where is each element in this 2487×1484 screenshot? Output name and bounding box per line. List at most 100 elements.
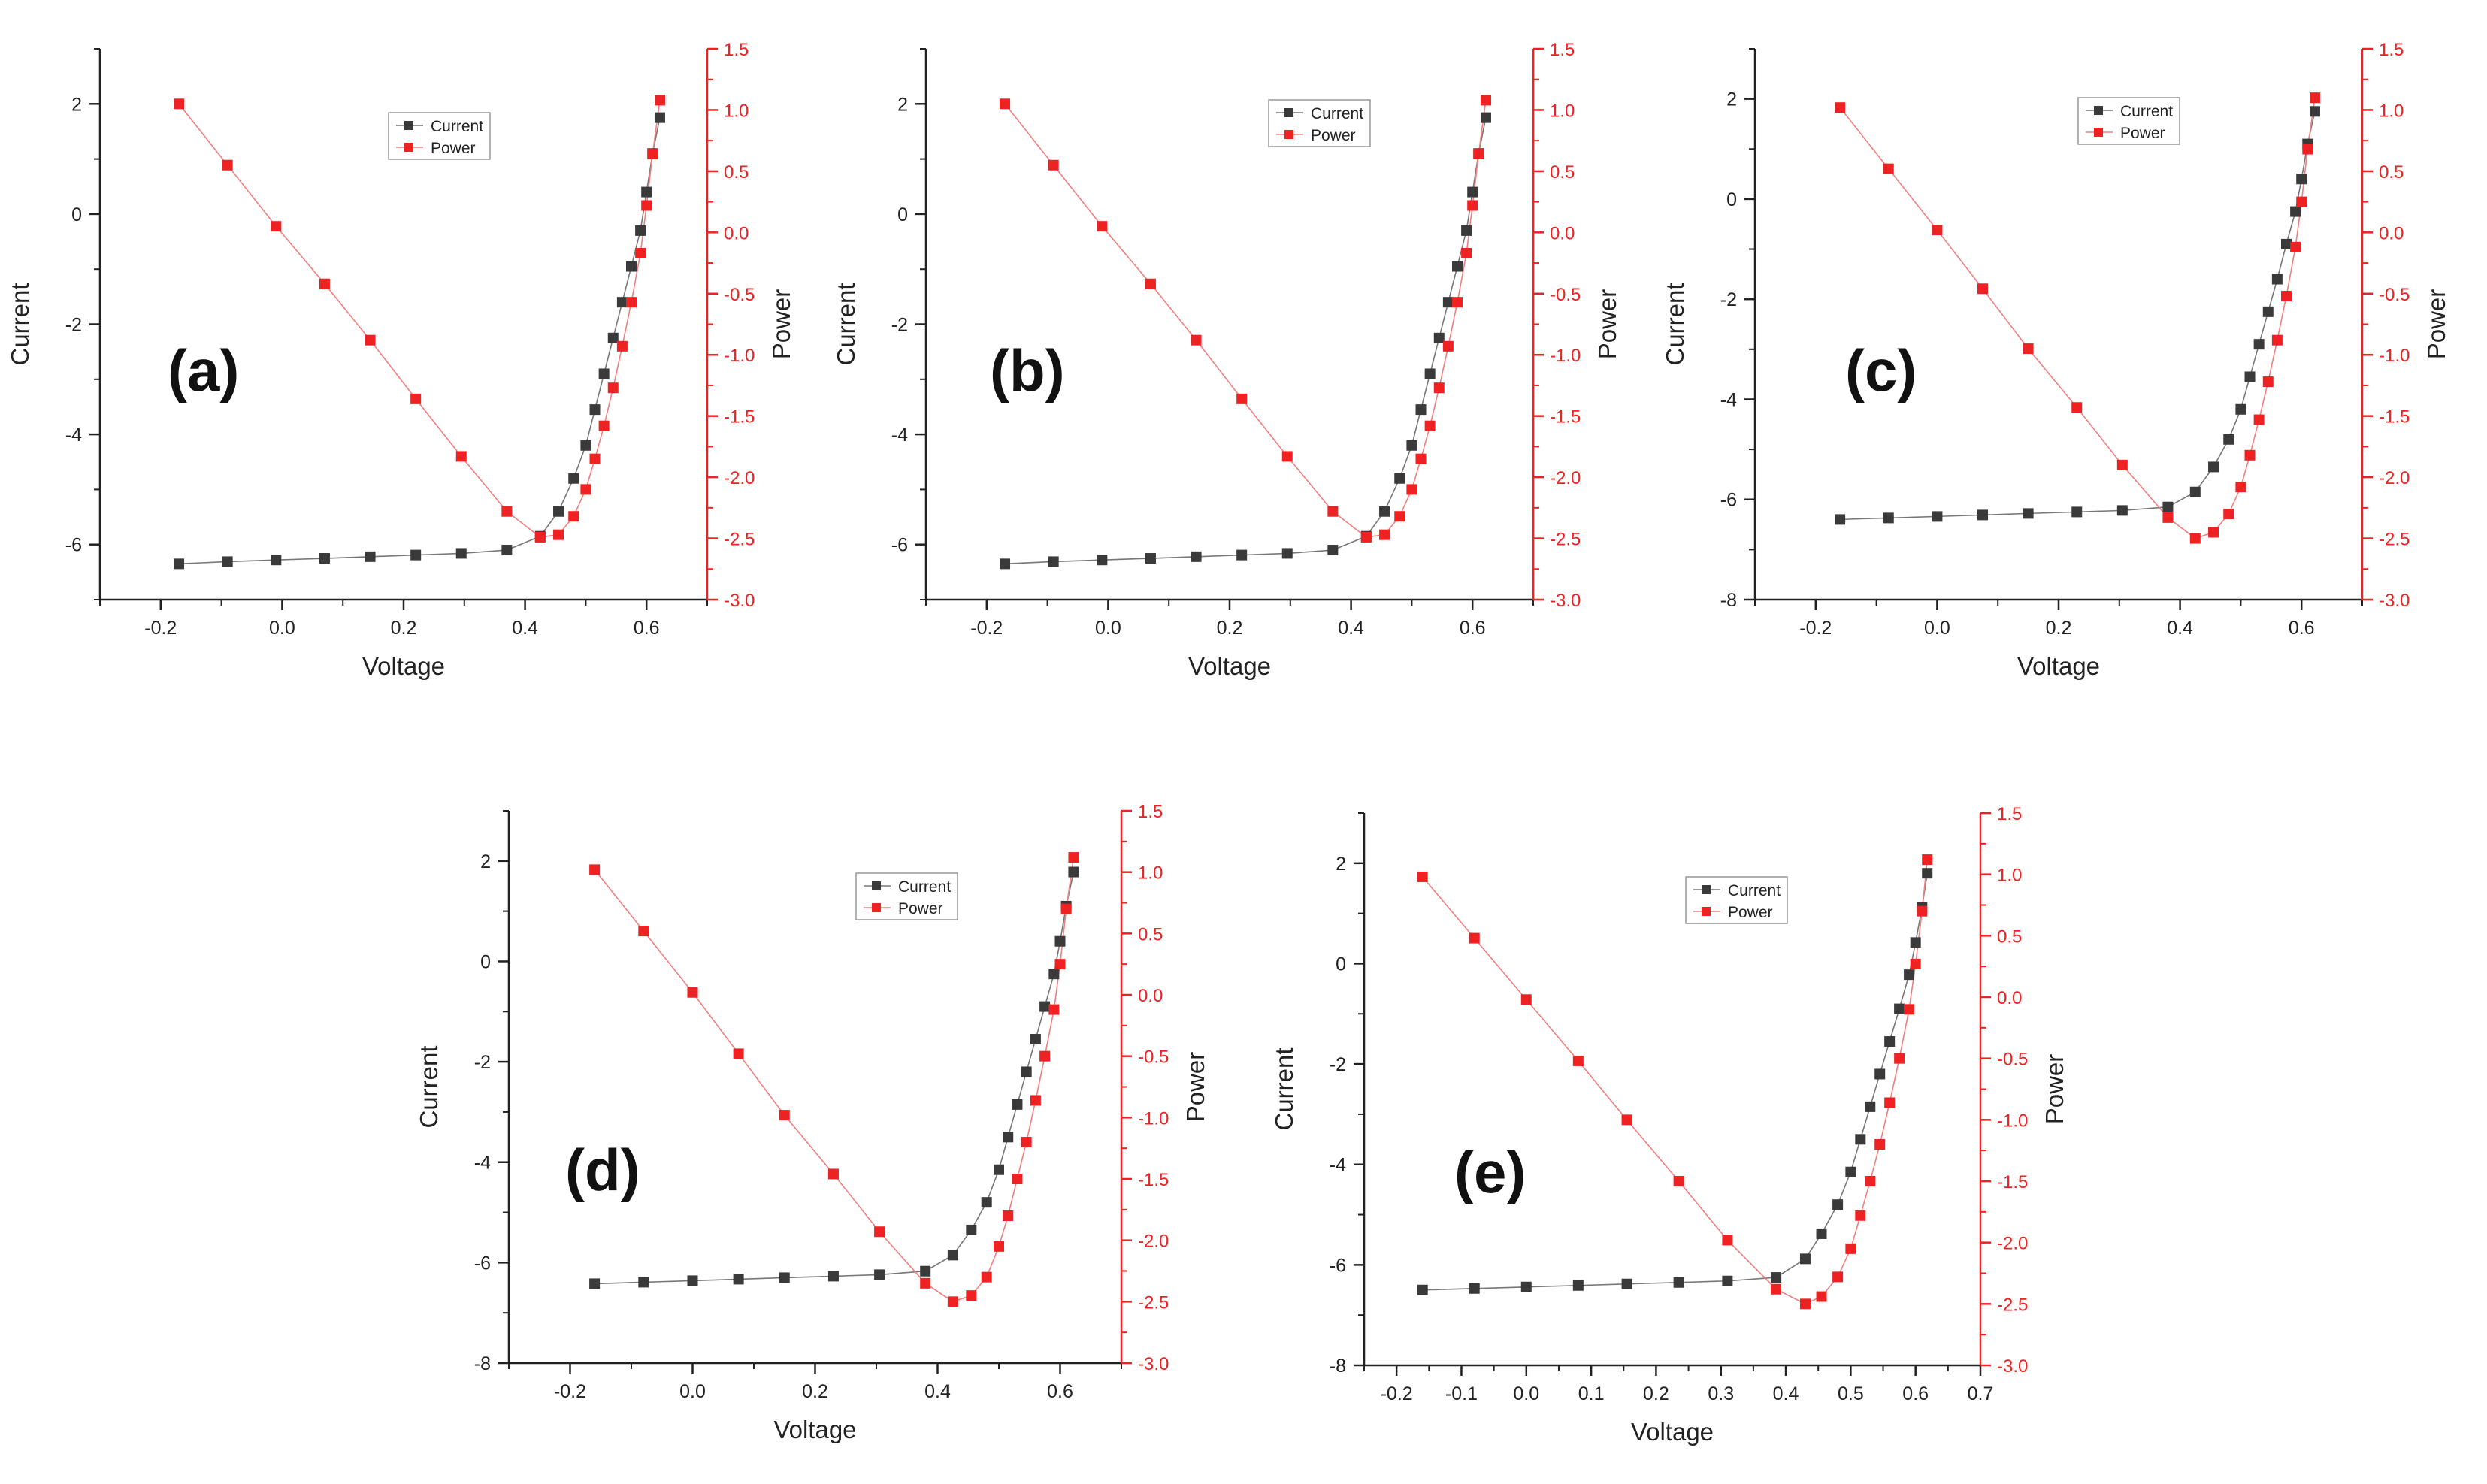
- power-point: [1816, 1291, 1827, 1302]
- power-point: [1894, 1053, 1905, 1064]
- current-point: [2023, 508, 2034, 519]
- legend-label: Current: [1311, 105, 1363, 122]
- x-tick-label: 0.6: [2289, 618, 2315, 639]
- y-left-tick-label: 2: [1726, 89, 1737, 110]
- y-right-tick-label: -0.5: [724, 285, 755, 305]
- panel-a: -0.2 0.0 0.2 0.4 0.6 -6 -4 -2 0 2 -3.0 -2.5 -2.0 -1.5…: [0, 34, 812, 697]
- y-left-tick-label: 2: [897, 94, 908, 115]
- power-point: [1473, 149, 1484, 160]
- current-point: [1048, 556, 1059, 567]
- power-point: [2162, 512, 2174, 523]
- power-point: [589, 864, 601, 875]
- power-point: [271, 221, 282, 232]
- current-point: [1771, 1272, 1782, 1283]
- current-point: [1469, 1283, 1480, 1294]
- legend-label: Current: [2120, 103, 2173, 120]
- current-point: [501, 545, 513, 556]
- x-tick-label: 0.6: [634, 618, 660, 639]
- current-point: [1874, 1068, 1886, 1080]
- power-point: [874, 1226, 885, 1238]
- legend-marker: [872, 903, 881, 912]
- power-point: [1572, 1055, 1584, 1066]
- power-point: [1054, 959, 1066, 970]
- x-tick-label: 0.0: [1095, 618, 1121, 639]
- legend-label: Power: [431, 140, 476, 157]
- current-point: [2235, 403, 2246, 415]
- y-right-axis-title: Power: [2041, 1054, 2068, 1125]
- power-point: [981, 1271, 992, 1283]
- power-point: [1452, 297, 1463, 308]
- y-right-tick-label: 0.5: [1550, 162, 1575, 183]
- y-right-tick-label: -1.5: [2379, 407, 2410, 428]
- power-point: [616, 340, 628, 352]
- current-point: [1883, 512, 1894, 524]
- y-right-tick-label: -3.0: [1138, 1354, 1169, 1374]
- y-left-tick-label: -2: [891, 315, 908, 336]
- y-right-tick-label: 0.0: [1138, 986, 1163, 1006]
- y-right-axis-title: Power: [767, 289, 795, 360]
- power-point: [1327, 506, 1339, 517]
- y-right-tick-label: 0.0: [1997, 988, 2022, 1008]
- power-point: [2244, 449, 2256, 461]
- current-point: [1191, 551, 1202, 562]
- x-tick-label: -0.2: [554, 1381, 586, 1402]
- current-point: [1433, 332, 1445, 343]
- current-point: [174, 558, 185, 570]
- legend-label: Power: [1728, 904, 1773, 921]
- power-point: [1621, 1114, 1632, 1126]
- current-point: [2290, 206, 2301, 217]
- power-point: [635, 248, 646, 259]
- y-right-tick-label: 1.5: [1997, 804, 2022, 824]
- current-point: [1461, 225, 1472, 236]
- y-right-tick-label: -1.0: [1550, 346, 1581, 366]
- y-right-tick-label: -0.5: [1550, 285, 1581, 305]
- y-right-tick-label: -0.5: [1997, 1050, 2028, 1070]
- x-tick-label: 0.2: [802, 1381, 828, 1402]
- legend: Current Power: [388, 112, 491, 160]
- current-point: [319, 553, 330, 564]
- current-point: [1520, 1281, 1532, 1292]
- current-point: [1021, 1066, 1032, 1077]
- y-right-tick-label: -1.0: [724, 346, 755, 366]
- y-left-tick-label: 2: [71, 94, 82, 115]
- legend: Current Power: [1268, 99, 1371, 147]
- legend-marker: [404, 143, 413, 152]
- power-point: [638, 926, 649, 937]
- power-point: [2116, 459, 2128, 470]
- legend-label: Power: [898, 900, 943, 917]
- y-right-axis-title: Power: [1181, 1052, 1209, 1123]
- power-point: [1021, 1137, 1032, 1147]
- current-point: [365, 551, 376, 562]
- current-point: [1922, 868, 1933, 879]
- current-point: [641, 186, 652, 198]
- current-point: [1424, 368, 1436, 379]
- current-point: [580, 440, 591, 451]
- current-point: [1865, 1101, 1876, 1112]
- current-point: [2244, 371, 2256, 382]
- power-point: [2271, 334, 2283, 346]
- y-right-tick-label: 0.5: [724, 162, 749, 183]
- current-point: [1048, 969, 1060, 980]
- power-point: [2290, 241, 2301, 252]
- legend: Current Power: [2077, 97, 2180, 145]
- y-right-tick-label: -3.0: [2379, 591, 2410, 611]
- power-point: [1000, 98, 1011, 110]
- y-right-tick-label: -0.5: [1138, 1047, 1169, 1068]
- current-point: [2309, 106, 2320, 117]
- current-series-line: [1422, 873, 1929, 1291]
- current-point: [1884, 1036, 1896, 1047]
- y-right-tick-label: -2.0: [2379, 468, 2410, 488]
- y-right-tick-label: 0.0: [1550, 223, 1575, 243]
- legend-box: [1268, 99, 1371, 147]
- power-point: [1977, 283, 1988, 295]
- x-tick-label: 0.4: [1773, 1383, 1799, 1404]
- current-point: [1442, 297, 1454, 308]
- current-point: [687, 1275, 698, 1286]
- y-left-tick-label: -6: [891, 535, 908, 556]
- y-right-tick-label: 1.0: [1550, 101, 1575, 121]
- x-axis-title: Voltage: [1188, 652, 1271, 680]
- current-point: [1000, 558, 1011, 570]
- power-point: [1865, 1176, 1876, 1186]
- x-tick-label: 0.0: [679, 1381, 706, 1402]
- x-tick-label: 0.1: [1578, 1383, 1605, 1404]
